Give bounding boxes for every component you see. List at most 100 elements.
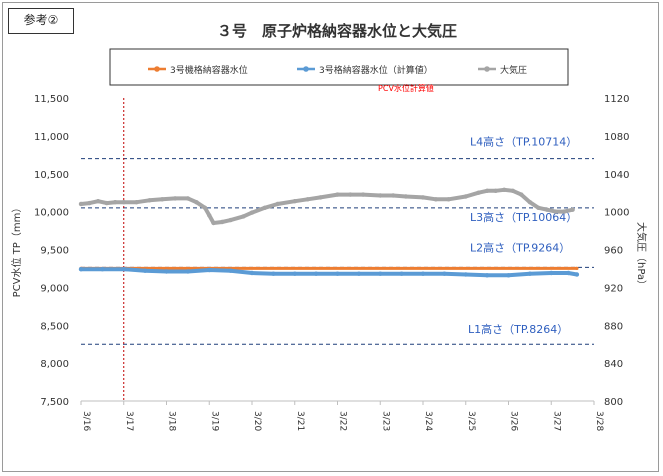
plot-area: 7,500 8,000 8,500 9,000 9,500 10,000 10,500 11,… — [34, 94, 629, 431]
series-2-point — [292, 199, 297, 204]
x-tick-label: 3/23 — [380, 411, 390, 431]
y-left-tick-label: 9,500 — [40, 246, 69, 257]
y-left-tick-label: 8,500 — [40, 321, 69, 332]
x-tick-label: 3/22 — [338, 411, 348, 431]
reference-badge: 参考② — [8, 8, 74, 34]
legend-label-0: 3号機格納容器水位 — [170, 64, 248, 76]
series-1-point — [313, 271, 319, 276]
series-2-point — [510, 188, 515, 193]
series-2-point — [207, 213, 212, 218]
series-1-point — [356, 271, 362, 276]
series-1-point — [420, 271, 426, 276]
y-left-tick-label: 10,500 — [34, 170, 69, 181]
series-2-point — [95, 199, 101, 204]
series-1-point — [527, 271, 533, 276]
annotation-label: PCV水位計算値 — [378, 83, 434, 93]
series-2-point — [348, 192, 353, 197]
y-right-tick-label: 960 — [604, 246, 623, 257]
series-2-point — [476, 190, 481, 195]
series-2-point — [446, 197, 451, 202]
series-2-point — [403, 194, 409, 199]
series-2-point — [502, 187, 507, 192]
x-tick-label: 3/17 — [124, 411, 134, 431]
legend-label-1: 3号格納容器水位（計算値） — [319, 64, 433, 76]
series-2-point — [134, 200, 139, 205]
series-2-point — [87, 200, 92, 206]
series-2-point — [305, 197, 310, 202]
legend-box — [109, 48, 569, 86]
reference-label: L4高さ（TP.10714） — [470, 135, 577, 149]
series-2-point — [536, 205, 541, 210]
y-left-tick-label: 10,000 — [34, 208, 69, 219]
series-2-point — [561, 209, 567, 214]
series-1-point — [185, 269, 191, 274]
y-left-tick-label: 11,500 — [34, 94, 69, 105]
series-2-point — [241, 214, 246, 219]
series-1-point — [484, 273, 490, 278]
y-right-tick-label: 1040 — [604, 170, 629, 181]
series-2-point — [104, 200, 109, 206]
series-0-point — [575, 266, 579, 270]
x-tick-label: 3/16 — [81, 411, 91, 431]
series-2-point — [493, 188, 498, 193]
series-2-point — [262, 205, 267, 210]
series-1-point — [100, 267, 105, 272]
series-1-point — [207, 267, 212, 273]
series-2-point — [249, 210, 255, 215]
x-tick-label: 3/21 — [295, 411, 305, 431]
series-1-point — [335, 271, 340, 276]
y-left-tick-label: 9,000 — [40, 283, 69, 294]
series-2-point — [121, 200, 127, 205]
y-left-tick-label: 7,500 — [40, 397, 69, 408]
legend-marker-2 — [484, 66, 490, 72]
series-1-point — [121, 267, 127, 272]
legend-label-2: 大気圧 — [500, 64, 527, 76]
series-2-point — [172, 196, 178, 201]
reference-label: L2高さ（TP.9264） — [470, 240, 570, 254]
y-axis-left-label: PCV水位 TP（mm） — [10, 203, 23, 298]
series-1-point — [549, 270, 554, 276]
series-2-point — [484, 188, 490, 193]
reference-label: L3高さ（TP.10064） — [470, 210, 577, 224]
legend-marker-1 — [303, 66, 309, 72]
series-2-point — [185, 196, 191, 201]
y-left-tick-label: 11,000 — [34, 132, 69, 143]
y-right-tick-label: 800 — [604, 397, 623, 408]
series-1-point — [271, 271, 276, 276]
y-left-tick-label: 8,000 — [40, 359, 69, 370]
x-tick-label: 3/19 — [209, 411, 219, 431]
series-1-point — [566, 270, 571, 276]
series-2-point — [527, 200, 533, 205]
y-axis-right-label: 大気圧（hPa） — [635, 222, 648, 290]
series-2-point — [433, 197, 438, 202]
legend: 3号機格納容器水位 3号格納容器水位（計算値） 大気圧 — [109, 48, 569, 86]
series-2-point — [390, 193, 396, 198]
series-2-point — [194, 200, 199, 205]
series-2-point — [519, 192, 524, 197]
y-right-tick-label: 880 — [604, 321, 623, 332]
x-tick-label: 3/27 — [551, 411, 561, 431]
series-2-point — [463, 194, 468, 199]
chart-title: ３号 原子炉格納容器水位と大気圧 — [217, 22, 457, 40]
y-right-tick-label: 920 — [604, 283, 623, 294]
series-2-point — [318, 195, 323, 200]
series-1-point — [506, 273, 511, 278]
y-right-tick-label: 1000 — [604, 208, 629, 219]
series-2-point — [553, 209, 558, 214]
series-2-point — [78, 201, 84, 207]
series-2-point — [147, 198, 152, 203]
series-1-point — [292, 271, 297, 276]
series-2-point — [275, 201, 280, 207]
series-1-point — [442, 271, 447, 276]
series-1-point — [463, 272, 468, 277]
y-right-tick-label: 1080 — [604, 132, 629, 143]
series-2-point — [202, 205, 208, 210]
series-1-point — [164, 269, 169, 274]
series-1-point — [399, 271, 404, 276]
series-2-point — [219, 219, 225, 225]
reference-label: L1高さ（TP.8264） — [468, 322, 568, 336]
series-1-point — [378, 271, 383, 276]
series-2-point — [420, 195, 426, 200]
series-1-point — [574, 272, 580, 277]
